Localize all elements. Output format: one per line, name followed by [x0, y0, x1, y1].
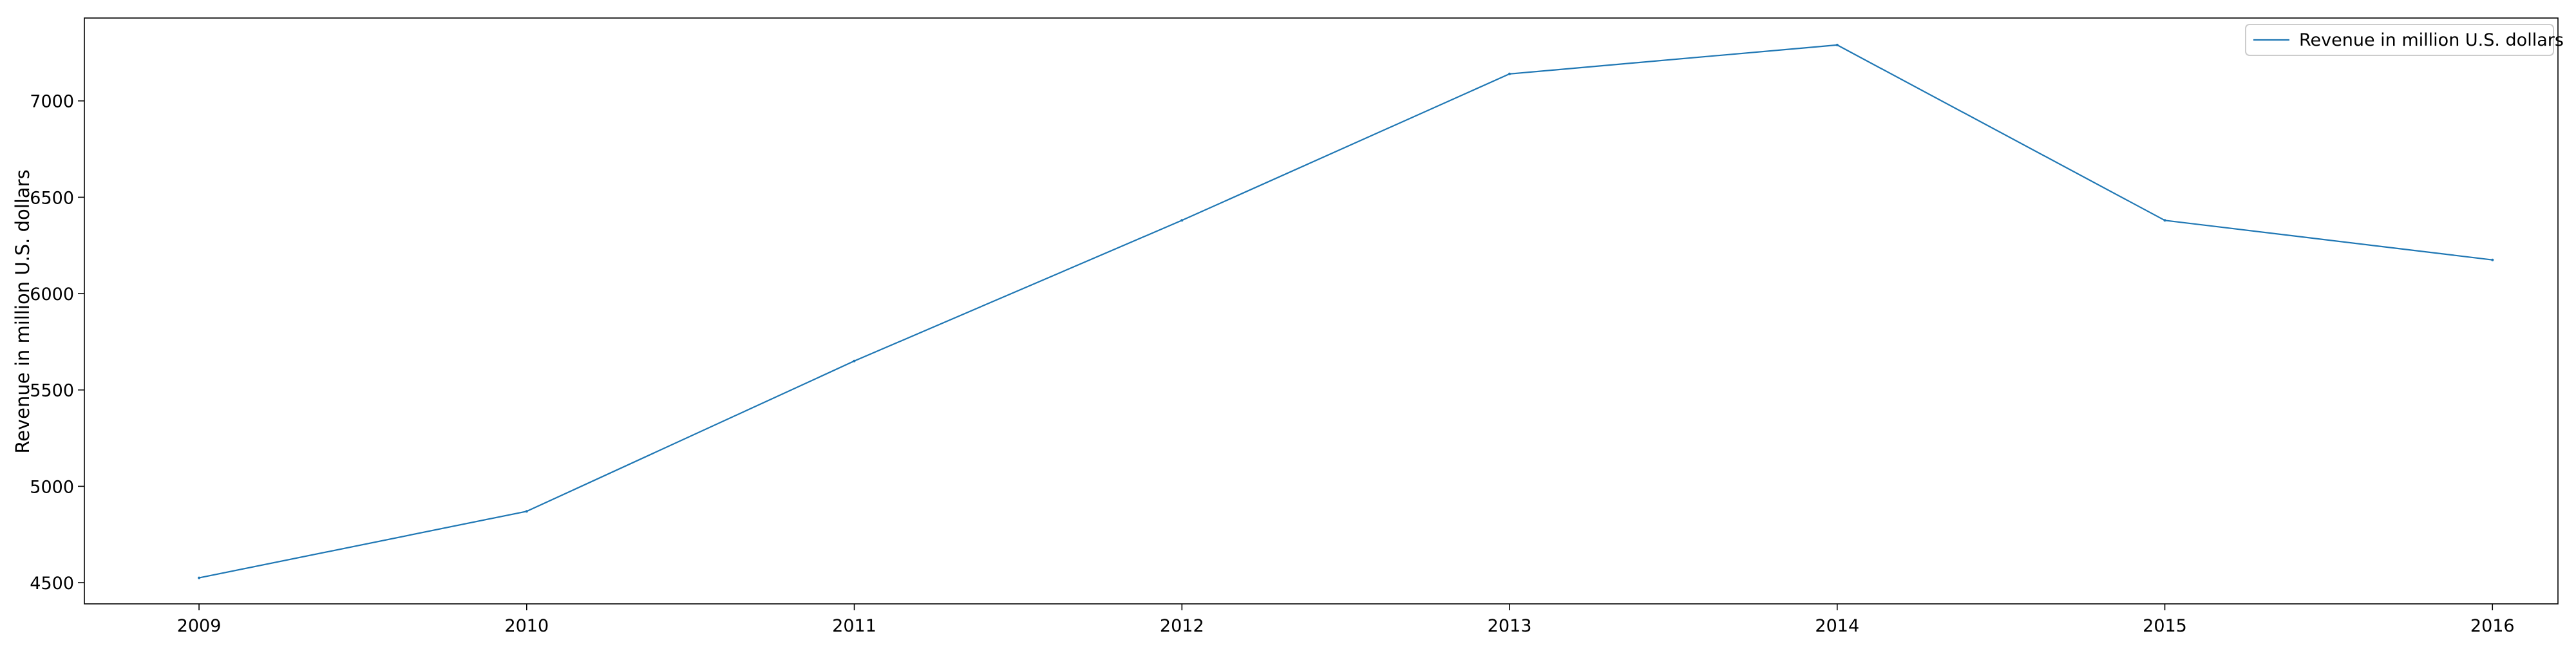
y-tick-label-6500: 6500	[30, 188, 74, 208]
data-point-2010	[525, 510, 528, 513]
x-tick-label-2009: 2009	[177, 616, 222, 636]
y-tick-label-5000: 5000	[30, 477, 74, 497]
data-point-2015	[2163, 219, 2166, 222]
y-tick-label-7000: 7000	[30, 92, 74, 112]
data-point-2012	[1180, 219, 1184, 222]
x-tick-label-2016: 2016	[2470, 616, 2515, 636]
data-point-2011	[853, 359, 856, 362]
data-point-2016	[2491, 258, 2494, 261]
y-tick-label-6000: 6000	[30, 285, 74, 305]
axes: 2009 2010 2011 2012 2013 2014 2015 2016 4500 5000…	[30, 17, 2559, 636]
y-tick-label-4500: 4500	[30, 574, 74, 594]
y-tick-label-5500: 5500	[30, 381, 74, 401]
legend-label-series-1: Revenue in million U.S. dollars	[2299, 30, 2564, 50]
x-tick-label-2013: 2013	[1488, 616, 1532, 636]
x-tick-label-2011: 2011	[832, 616, 876, 636]
x-tick-label-2015: 2015	[2143, 616, 2187, 636]
legend: Revenue in million U.S. dollars	[2245, 24, 2564, 56]
data-point-2013	[1508, 72, 1511, 75]
series-line-1	[198, 44, 2493, 579]
plot-frame	[84, 17, 2559, 605]
data-point-2014	[1835, 43, 1839, 46]
x-tick-label-2010: 2010	[504, 616, 549, 636]
x-tick-label-2014: 2014	[1815, 616, 1859, 636]
x-tick-label-2012: 2012	[1160, 616, 1204, 636]
data-point-2009	[198, 576, 201, 579]
plot-area	[198, 43, 2494, 579]
legend-box	[2245, 24, 2554, 56]
y-axis-label: Revenue in million U.S. dollars	[12, 169, 33, 453]
